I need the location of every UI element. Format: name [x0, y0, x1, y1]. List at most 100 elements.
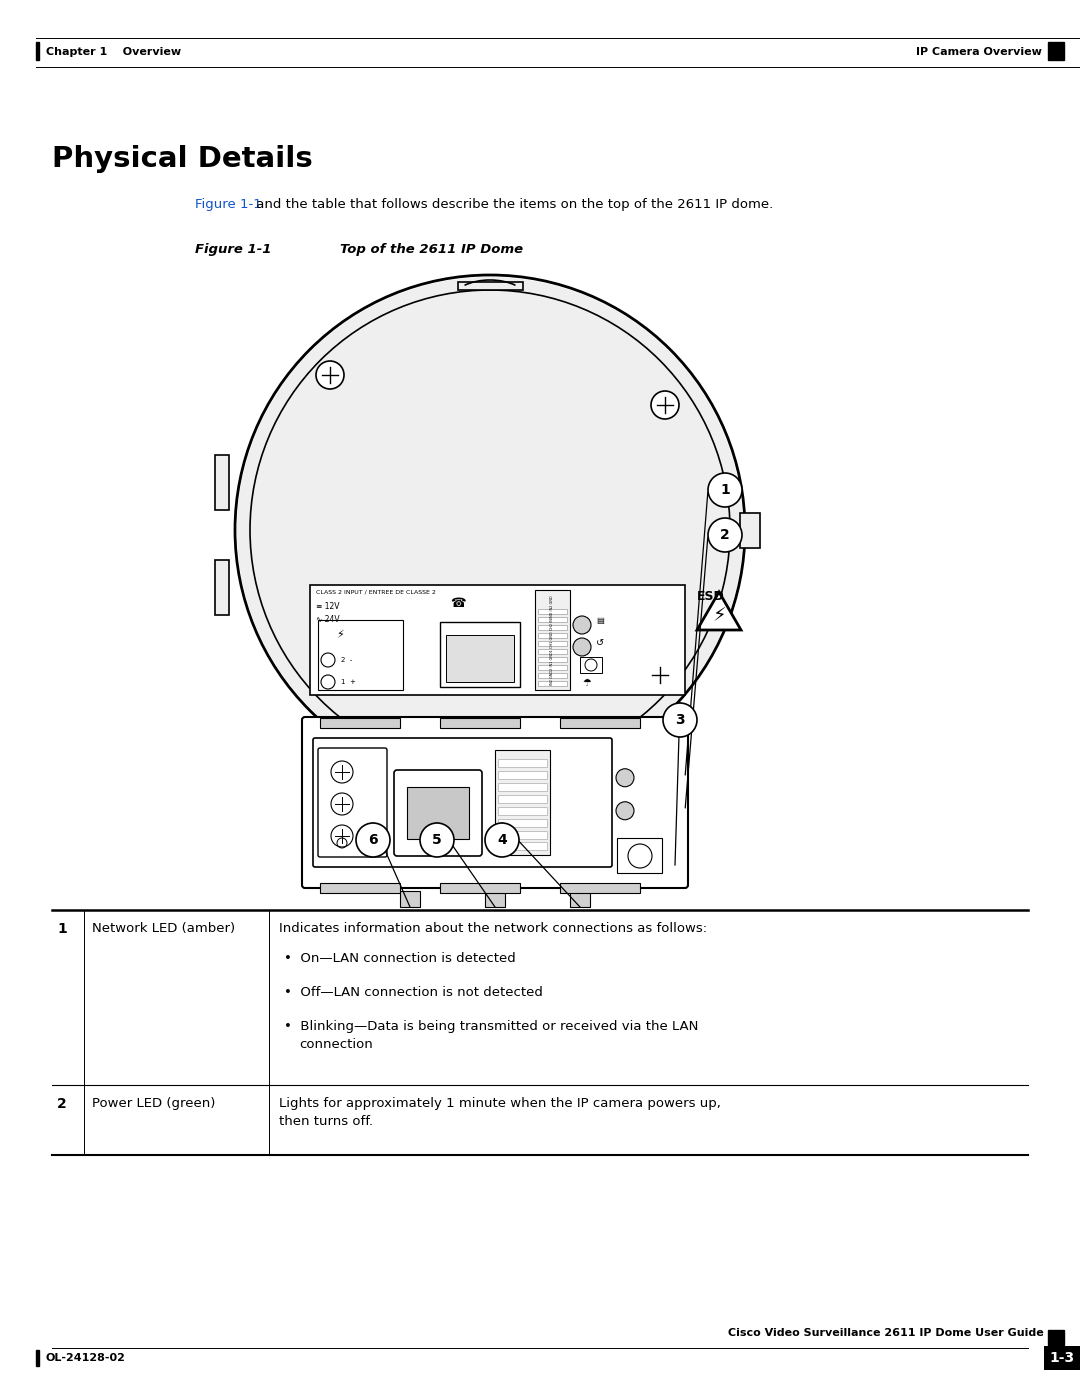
Text: Chapter 1    Overview: Chapter 1 Overview [46, 47, 181, 57]
FancyBboxPatch shape [394, 770, 482, 856]
Bar [538, 650, 567, 654]
Bar [498, 807, 546, 814]
Bar [538, 624, 567, 630]
Text: Indicates information about the network connections as follows:: Indicates information about the network … [279, 922, 707, 935]
Text: •  On—LAN connection is detected: • On—LAN connection is detected [284, 951, 516, 965]
Bar [320, 718, 400, 728]
Bar [440, 718, 519, 728]
Text: ▤: ▤ [596, 616, 604, 626]
Bar [440, 883, 519, 893]
Text: ≡ 12V: ≡ 12V [316, 602, 339, 610]
Circle shape [330, 826, 353, 847]
Bar [422, 840, 440, 848]
FancyBboxPatch shape [313, 738, 612, 868]
Circle shape [485, 823, 519, 856]
Bar [215, 560, 229, 615]
Text: Top of the 2611 IP Dome: Top of the 2611 IP Dome [340, 243, 523, 256]
Circle shape [708, 518, 742, 552]
Bar [400, 891, 420, 907]
Circle shape [663, 703, 697, 738]
Text: Physical Details: Physical Details [52, 145, 313, 173]
Circle shape [321, 675, 335, 689]
Text: 6: 6 [368, 833, 378, 847]
Text: ⚡: ⚡ [336, 630, 343, 640]
Circle shape [316, 360, 345, 388]
Bar [36, 42, 39, 60]
Text: then turns off.: then turns off. [279, 1115, 373, 1127]
Circle shape [321, 661, 349, 689]
FancyBboxPatch shape [302, 717, 688, 888]
Text: ☂: ☂ [583, 678, 592, 687]
Text: 2: 2 [57, 1097, 67, 1111]
Text: 2  -: 2 - [341, 657, 352, 664]
Bar [498, 782, 546, 791]
Text: 4: 4 [497, 833, 507, 847]
Bar [1044, 1345, 1080, 1370]
Bar [538, 641, 567, 645]
Bar [570, 891, 590, 907]
Bar [498, 795, 546, 803]
Circle shape [330, 761, 353, 782]
Bar [538, 609, 567, 615]
Circle shape [651, 391, 679, 419]
Bar [561, 718, 640, 728]
Bar [440, 622, 519, 687]
Text: Figure 1-1: Figure 1-1 [195, 243, 271, 256]
Circle shape [646, 661, 674, 689]
Circle shape [573, 638, 591, 657]
Bar [498, 771, 546, 780]
Text: ↺: ↺ [596, 638, 604, 648]
Bar [538, 617, 567, 622]
Bar [318, 620, 403, 690]
Bar [535, 590, 570, 690]
Text: 5: 5 [432, 833, 442, 847]
Bar [538, 673, 567, 678]
Circle shape [616, 802, 634, 820]
Circle shape [573, 616, 591, 634]
Text: Network LED (amber): Network LED (amber) [92, 922, 235, 935]
Bar [498, 842, 546, 849]
Bar [538, 665, 567, 671]
Bar [1048, 1330, 1064, 1345]
Bar [498, 831, 546, 840]
Text: 1  +: 1 + [341, 679, 356, 685]
Bar [446, 636, 514, 682]
Text: ☎: ☎ [450, 597, 465, 610]
Text: IN2 GND2 IN1 GND1 CH1 GND CH2 IN/ND IN2 GND: IN2 GND2 IN1 GND1 CH1 GND CH2 IN/ND IN2 … [550, 595, 554, 685]
Polygon shape [697, 592, 741, 630]
Text: OL-24128-02: OL-24128-02 [46, 1354, 126, 1363]
Text: •  Blinking—Data is being transmitted or received via the LAN: • Blinking—Data is being transmitted or … [284, 1020, 699, 1032]
Bar [52, 1085, 1028, 1155]
Bar [538, 633, 567, 638]
Circle shape [454, 752, 486, 782]
Bar [485, 891, 505, 907]
Text: ∿ 24V: ∿ 24V [316, 615, 339, 624]
Circle shape [330, 793, 353, 814]
Bar [215, 455, 229, 510]
Text: and the table that follows describe the items on the top of the 2611 IP dome.: and the table that follows describe the … [252, 198, 773, 211]
Bar [36, 1350, 39, 1366]
Circle shape [708, 474, 742, 507]
Bar [538, 657, 567, 662]
Bar [458, 282, 523, 291]
Text: 2: 2 [720, 528, 730, 542]
Text: CLASS 2 INPUT / ENTREE DE CLASSE 2: CLASS 2 INPUT / ENTREE DE CLASSE 2 [316, 590, 436, 594]
Bar [1048, 42, 1064, 60]
Text: 1-3: 1-3 [1050, 1351, 1075, 1365]
Bar [617, 838, 662, 873]
Text: 3: 3 [675, 712, 685, 726]
Circle shape [321, 652, 335, 666]
Bar [320, 883, 400, 893]
Text: 1: 1 [57, 922, 67, 936]
Bar [52, 909, 1028, 1085]
Text: Lights for approximately 1 minute when the IP camera powers up,: Lights for approximately 1 minute when t… [279, 1097, 720, 1111]
Text: ⚡: ⚡ [712, 606, 726, 626]
Bar [498, 759, 546, 767]
Text: Cisco Video Surveillance 2611 IP Dome User Guide: Cisco Video Surveillance 2611 IP Dome Us… [728, 1329, 1044, 1338]
Text: IP Camera Overview: IP Camera Overview [916, 47, 1042, 57]
Text: •  Off—LAN connection is not detected: • Off—LAN connection is not detected [284, 986, 543, 999]
Bar [498, 819, 546, 827]
Bar [561, 883, 640, 893]
Text: ESD: ESD [697, 590, 725, 604]
Bar [740, 513, 760, 548]
